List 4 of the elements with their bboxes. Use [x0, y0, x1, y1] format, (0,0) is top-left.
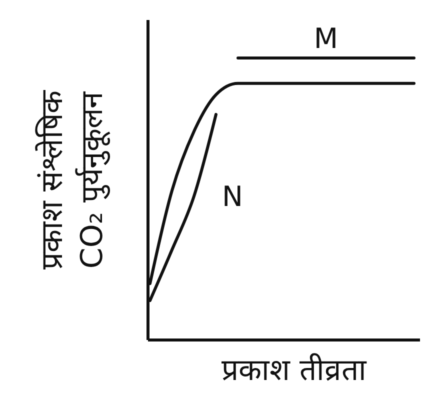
series-label: M — [314, 22, 338, 55]
x-axis-title: प्रकाश तीव्रता — [222, 353, 368, 388]
y-axis-title: प्रकाश संश्लेषिक CO₂ पुर्यनुकूलन — [35, 90, 111, 270]
series-label: N — [222, 180, 243, 214]
